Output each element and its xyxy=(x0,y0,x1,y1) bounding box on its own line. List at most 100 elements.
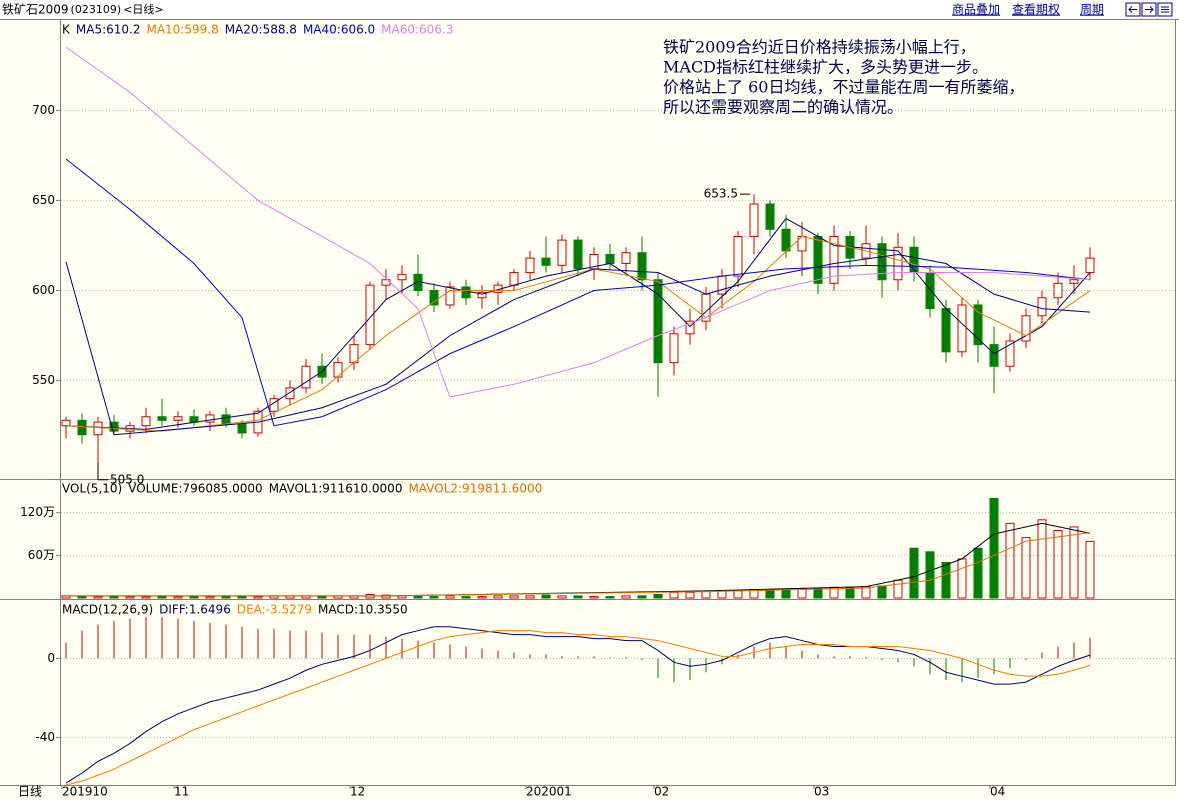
macd-line xyxy=(65,626,1091,784)
candle-body xyxy=(285,387,295,400)
y-tick-label: 650 xyxy=(32,193,55,207)
volume-bar xyxy=(701,591,711,599)
candle-body xyxy=(429,290,439,306)
instrument-code: (023109) xyxy=(71,3,122,16)
volume-bar xyxy=(77,596,87,599)
candle-body xyxy=(781,228,791,252)
volume-bar xyxy=(173,596,183,599)
low-marker: 505.0 xyxy=(110,472,144,486)
annotation: 所以还需要观察周二的确认情况。 xyxy=(663,98,903,117)
volume-bar xyxy=(1085,540,1095,599)
volume-bar xyxy=(781,588,791,599)
volume-bar xyxy=(669,591,679,599)
candle-body xyxy=(765,203,775,230)
candle-body xyxy=(461,286,471,299)
y-tick-label: 700 xyxy=(32,103,55,117)
candle-body xyxy=(141,416,151,427)
macd-line xyxy=(65,630,1091,786)
volume-bar xyxy=(653,593,663,599)
volume-bar xyxy=(765,589,775,599)
candle-body xyxy=(1021,315,1031,342)
candle-body xyxy=(605,254,615,265)
x-tick-label: 201910 xyxy=(62,785,108,799)
toolbar-icons[interactable] xyxy=(1125,2,1173,17)
candle-body xyxy=(173,416,183,421)
instrument-title: 铁矿石2009 xyxy=(2,3,69,17)
volume-bar xyxy=(541,594,551,599)
panel-readout: MA10:599.8 xyxy=(146,23,218,37)
panel-readout: MA40:606.0 xyxy=(303,23,375,37)
volume-bar xyxy=(429,596,439,599)
candle-body xyxy=(301,365,311,389)
candle-body xyxy=(333,362,343,378)
period: <日线> xyxy=(123,2,163,16)
candle-body xyxy=(61,419,71,427)
volume-bar xyxy=(989,497,999,599)
candle-body xyxy=(77,419,87,436)
annotation: 价格站上了 60日均线，不过量能在周一有所萎缩， xyxy=(663,78,1024,97)
x-tick-label: 12 xyxy=(350,785,365,799)
candle-body xyxy=(541,257,551,266)
frame xyxy=(0,20,1176,786)
candle-body xyxy=(989,344,999,367)
annotation: 铁矿2009合约近日价格持续振荡小幅上行， xyxy=(663,38,976,57)
volume-bar xyxy=(573,595,583,599)
volume-bar xyxy=(1069,526,1079,599)
volume-bar xyxy=(525,595,535,599)
panel-readout: MA5:610.2 xyxy=(76,23,141,37)
candle-body xyxy=(1053,282,1063,299)
candle-body xyxy=(957,304,967,353)
ma-line xyxy=(65,235,1091,432)
y-tick-label: 120万 xyxy=(20,505,55,519)
x-tick-label: 03 xyxy=(814,785,829,799)
link[interactable]: 周期 xyxy=(1080,3,1104,17)
link[interactable]: 商品叠加 xyxy=(952,2,1000,17)
candle-body xyxy=(1005,340,1015,367)
candle-body xyxy=(445,286,455,306)
candle-body xyxy=(877,243,887,281)
ma-line xyxy=(65,46,1091,398)
volume-bar xyxy=(621,595,631,599)
volume-bar xyxy=(589,596,599,599)
candle-body xyxy=(733,235,743,277)
y-tick-label: 550 xyxy=(32,373,55,387)
y-tick-label: -40 xyxy=(35,730,55,744)
volume-bar xyxy=(381,594,391,599)
candle-body xyxy=(109,421,119,432)
volume-bar xyxy=(973,547,983,599)
candle-body xyxy=(189,416,199,423)
volume-bar xyxy=(1037,519,1047,599)
volume-bar xyxy=(493,595,503,599)
candle-body xyxy=(365,284,375,346)
volume-bar xyxy=(925,551,935,599)
panel-readout: DEA:-3.5279 xyxy=(237,603,312,617)
panel-readout: DIFF:1.6496 xyxy=(159,603,231,617)
volume-bar xyxy=(1053,529,1063,599)
panel-readout: MA60:606.3 xyxy=(381,23,453,37)
volume-bar xyxy=(797,588,807,599)
volume-bar xyxy=(1021,537,1031,599)
panel-readout: VOLUME:796085.0000 xyxy=(128,482,262,496)
candle-body xyxy=(893,246,903,281)
link[interactable]: 查看期权 xyxy=(1012,3,1060,17)
mavol-line xyxy=(66,532,1091,597)
y-tick-label: 600 xyxy=(32,283,55,297)
candle-body xyxy=(941,308,951,353)
y-tick-label: 60万 xyxy=(28,548,55,562)
candle-body xyxy=(509,272,519,286)
volume-bar xyxy=(477,596,487,599)
y-tick-label: 0 xyxy=(47,651,55,665)
volume-bar xyxy=(141,596,151,599)
volume-bar xyxy=(909,547,919,599)
candle-body xyxy=(829,235,839,284)
candle-body xyxy=(525,257,535,274)
volume-bar xyxy=(717,590,727,599)
top-bar xyxy=(0,0,1179,19)
panel-readout: MAVOL1:911610.0000 xyxy=(269,482,403,496)
volume-bar xyxy=(1005,522,1015,599)
volume-bar xyxy=(93,596,103,599)
panel-readout: MA20:588.8 xyxy=(225,23,297,37)
candle-body xyxy=(205,414,215,423)
